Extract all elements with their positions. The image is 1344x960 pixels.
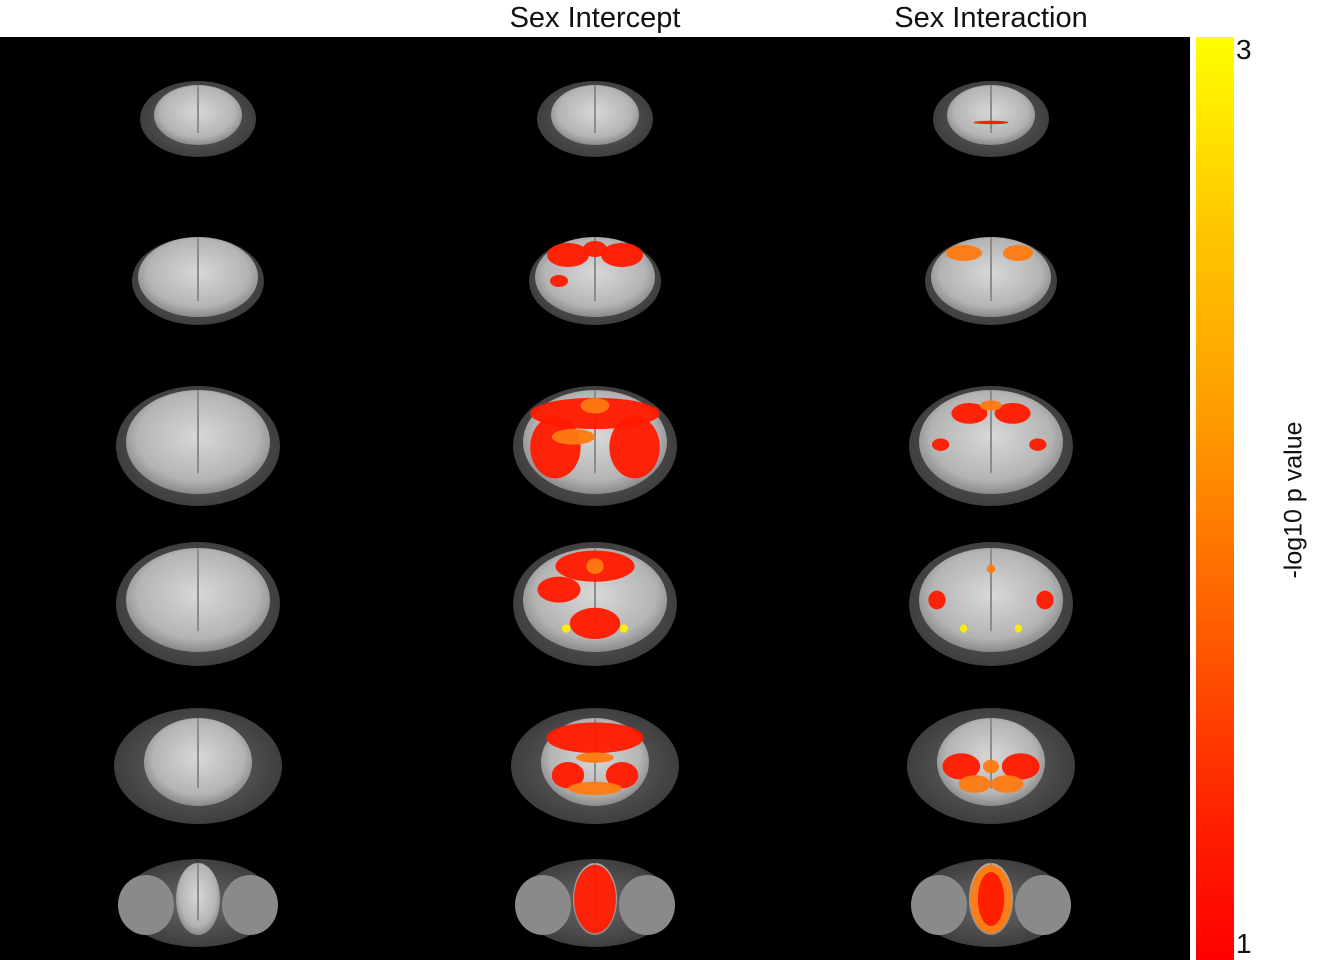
brain-slice-row6-col2 <box>515 859 675 947</box>
brain-slice-row1-col2 <box>537 81 653 157</box>
overlay-red-4 <box>550 275 568 287</box>
overlay-orange-5 <box>551 429 596 445</box>
overlay-orange-5 <box>980 400 1002 411</box>
brain-slice-row5-col3 <box>907 708 1075 824</box>
overlay-yellow-4 <box>1014 624 1022 633</box>
overlay-red-3 <box>569 607 621 640</box>
eye-right <box>222 875 278 935</box>
overlay-red-3 <box>609 416 660 479</box>
brain-slices-figure <box>114 81 1075 947</box>
brain-slice-row1-col3 <box>933 81 1049 157</box>
overlay-orange-1 <box>946 245 982 261</box>
overlay-red-2 <box>977 872 1005 926</box>
overlay-orange-2 <box>576 752 614 763</box>
overlay-orange-3 <box>958 775 991 793</box>
overlay-red-1 <box>951 403 988 424</box>
overlay-red-2 <box>1036 590 1054 610</box>
brain-slice-row4-col1 <box>116 542 280 666</box>
brain-slice-panel <box>0 37 1190 960</box>
overlay-yellow-5 <box>619 624 629 633</box>
overlay-orange-4 <box>991 775 1024 793</box>
overlay-red-1 <box>547 243 589 267</box>
overlay-red-6 <box>537 576 581 603</box>
overlay-red-2 <box>1001 753 1040 780</box>
colorbar-max-label: 3 <box>1236 34 1252 65</box>
overlay-red-2 <box>994 403 1031 424</box>
brain-slice-row3-col2 <box>513 386 677 506</box>
brain-slice-row2-col1 <box>132 237 264 325</box>
overlay-red-1 <box>546 722 644 754</box>
overlay-red-1 <box>574 864 616 934</box>
brain-slice-row5-col1 <box>114 708 282 824</box>
overlay-red-1 <box>942 753 981 780</box>
brain-slice-row2-col2 <box>529 237 661 325</box>
overlay-red-4 <box>605 762 639 789</box>
overlay-red-2 <box>601 243 643 267</box>
overlay-orange-5 <box>982 759 1000 774</box>
overlay-red-1 <box>973 120 1009 125</box>
brain-slice-row1-col1 <box>140 81 256 157</box>
overlay-red-3 <box>551 762 585 789</box>
brain-slice-row4-col2 <box>513 542 677 666</box>
column-title-sex-intercept: Sex Intercept <box>509 2 681 34</box>
eye-left <box>911 875 967 935</box>
overlay-yellow-4 <box>561 624 571 633</box>
overlay-red-3 <box>931 438 950 451</box>
overlay-orange-2 <box>586 558 604 574</box>
eye-right <box>619 875 675 935</box>
column-title-sex-interaction: Sex Interaction <box>894 2 1088 34</box>
brain-slice-row4-col3 <box>909 542 1073 666</box>
overlay-yellow-3 <box>960 624 968 633</box>
brain-slice-row2-col3 <box>925 237 1057 325</box>
colorbar-label: -log10 p value <box>1279 421 1308 579</box>
colorbar <box>1196 37 1234 960</box>
overlay-orange-4 <box>580 397 610 414</box>
overlay-red-3 <box>583 241 607 257</box>
eye-left <box>515 875 571 935</box>
overlay-orange-5 <box>568 781 622 796</box>
eye-right <box>1015 875 1071 935</box>
overlay-red-1 <box>928 590 946 610</box>
brain-slice-row6-col1 <box>118 859 278 947</box>
overlay-red-4 <box>1029 438 1047 451</box>
overlay-red-2 <box>530 416 581 479</box>
overlay-orange-2 <box>1003 245 1033 261</box>
brain-slice-row3-col3 <box>909 386 1073 506</box>
brain-slice-row5-col2 <box>511 708 679 824</box>
brain-slice-row6-col3 <box>911 859 1071 947</box>
eye-left <box>118 875 174 935</box>
colorbar-min-label: 1 <box>1236 928 1252 959</box>
overlay-orange-5 <box>986 564 996 573</box>
brain-slice-row3-col1 <box>116 386 280 506</box>
